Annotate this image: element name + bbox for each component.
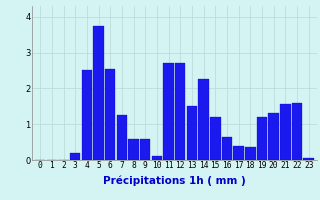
Bar bbox=[233, 146, 244, 160]
Bar bbox=[105, 69, 116, 160]
Bar bbox=[257, 117, 267, 160]
Bar bbox=[152, 156, 162, 160]
Bar bbox=[175, 63, 186, 160]
X-axis label: Précipitations 1h ( mm ): Précipitations 1h ( mm ) bbox=[103, 176, 246, 186]
Bar bbox=[210, 117, 220, 160]
Bar bbox=[280, 104, 291, 160]
Bar bbox=[198, 79, 209, 160]
Bar bbox=[187, 106, 197, 160]
Bar bbox=[292, 103, 302, 160]
Bar bbox=[222, 137, 232, 160]
Bar bbox=[303, 158, 314, 160]
Bar bbox=[82, 70, 92, 160]
Bar bbox=[128, 139, 139, 160]
Bar bbox=[140, 139, 150, 160]
Bar bbox=[245, 147, 256, 160]
Bar bbox=[70, 153, 80, 160]
Bar bbox=[93, 26, 104, 160]
Bar bbox=[116, 115, 127, 160]
Bar bbox=[163, 63, 174, 160]
Bar bbox=[268, 113, 279, 160]
